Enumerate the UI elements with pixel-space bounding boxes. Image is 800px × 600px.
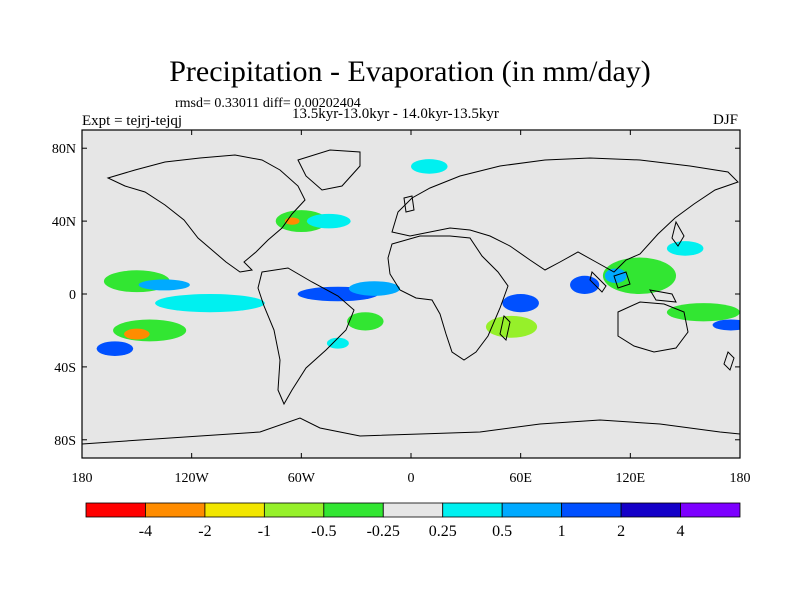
anomaly-patch-3 (124, 328, 150, 340)
x-tick-label: 0 (408, 471, 415, 486)
colorbar-label: -0.5 (311, 523, 336, 540)
anomaly-patch-13 (411, 159, 448, 174)
australia-coastline (617, 301, 689, 353)
y-tick-label: 40S (54, 361, 76, 376)
africa-coastline (387, 235, 509, 361)
x-tick-label: 120W (175, 471, 210, 486)
experiment-label: Expt = tejrj-tejqj (82, 113, 182, 129)
colorbar: -4 -2 -1 -0.5 -0.25 0.25 0.5 1 2 4 (85, 502, 741, 540)
x-tick-label: 60W (288, 471, 316, 486)
colorbar-label: 2 (617, 523, 625, 540)
season-label: DJF (713, 112, 738, 128)
anomaly-patch-1 (138, 279, 190, 291)
colorbar-label: -4 (139, 523, 152, 540)
eurasia-coastline (391, 157, 739, 273)
y-tick-label: 80S (54, 434, 76, 449)
new-zealand-coastline (723, 351, 735, 371)
colorbar-label: 0.5 (492, 523, 512, 540)
map-background (82, 130, 740, 458)
anomaly-layer (96, 159, 740, 356)
colorbar-swatch-5 (382, 502, 444, 518)
anomaly-patch-17 (602, 257, 677, 294)
colorbar-swatch-6 (442, 502, 503, 518)
anomaly-patch-6 (275, 210, 327, 233)
anomaly-patch-2 (113, 319, 187, 342)
colorbar-swatch-2 (204, 502, 265, 518)
colorbar-swatch-7 (501, 502, 563, 518)
x-tick-label: 180 (730, 471, 751, 486)
x-tick-label: 60E (509, 471, 532, 486)
colorbar-label: -2 (198, 523, 211, 540)
anomaly-patch-16 (570, 275, 600, 294)
borneo-coastline (613, 271, 631, 289)
colorbar-swatch-1 (145, 502, 206, 518)
colorbar-label: -1 (258, 523, 271, 540)
colorbar-label: -0.25 (367, 523, 400, 540)
colorbar-swatch-0 (85, 502, 146, 518)
sumatra-coastline (589, 271, 607, 293)
coastlines (82, 149, 740, 445)
anomaly-patch-5 (155, 294, 265, 313)
colorbar-swatch-10 (680, 502, 741, 518)
colorbar-swatch-4 (323, 502, 384, 518)
greenland-coastline (297, 149, 361, 191)
uk-coastline (403, 195, 415, 213)
anomaly-patch-9 (348, 281, 401, 296)
new-guinea-coastline (649, 289, 677, 303)
y-axis-ticks: 80N 40N 0 40S 80S (52, 142, 740, 449)
anomaly-patch-4 (96, 341, 134, 356)
colorbar-swatch-3 (263, 502, 325, 518)
japan-coastline (671, 220, 685, 247)
north-america-coastline (106, 154, 306, 273)
colorbar-swatch-8 (561, 502, 622, 518)
x-tick-label: 180 (72, 471, 93, 486)
madagascar-coastline (499, 315, 511, 341)
period-label: 13.5kyr-13.0kyr - 14.0kyr-13.5kyr (292, 106, 499, 122)
anomaly-patch-14 (502, 294, 539, 313)
anomaly-patch-11 (347, 312, 384, 331)
y-tick-label: 80N (52, 142, 76, 157)
anomaly-patch-12 (326, 337, 349, 349)
anomaly-patch-19 (666, 303, 740, 322)
colorbar-label: 0.25 (429, 523, 457, 540)
anomaly-patch-20 (712, 319, 740, 331)
x-axis-ticks: 180 120W 60W 0 60E 120E 180 (72, 130, 751, 486)
x-tick-label: 120E (616, 471, 646, 486)
anomaly-patch-21 (666, 241, 704, 256)
stats-line: rmsd= 0.33011 diff= 0.00202404 (175, 96, 361, 111)
colorbar-label: 1 (558, 523, 566, 540)
south-america-coastline (257, 267, 355, 406)
anomaly-patch-10 (306, 213, 351, 229)
anomaly-patch-15 (485, 315, 538, 338)
colorbar-label: 4 (677, 523, 685, 540)
y-tick-label: 40N (52, 215, 76, 230)
antarctica-coastline (82, 417, 740, 445)
colorbar-swatch-9 (620, 502, 681, 518)
chart-title: Precipitation - Evaporation (in mm/day) (169, 55, 651, 88)
y-tick-label: 0 (69, 288, 76, 303)
